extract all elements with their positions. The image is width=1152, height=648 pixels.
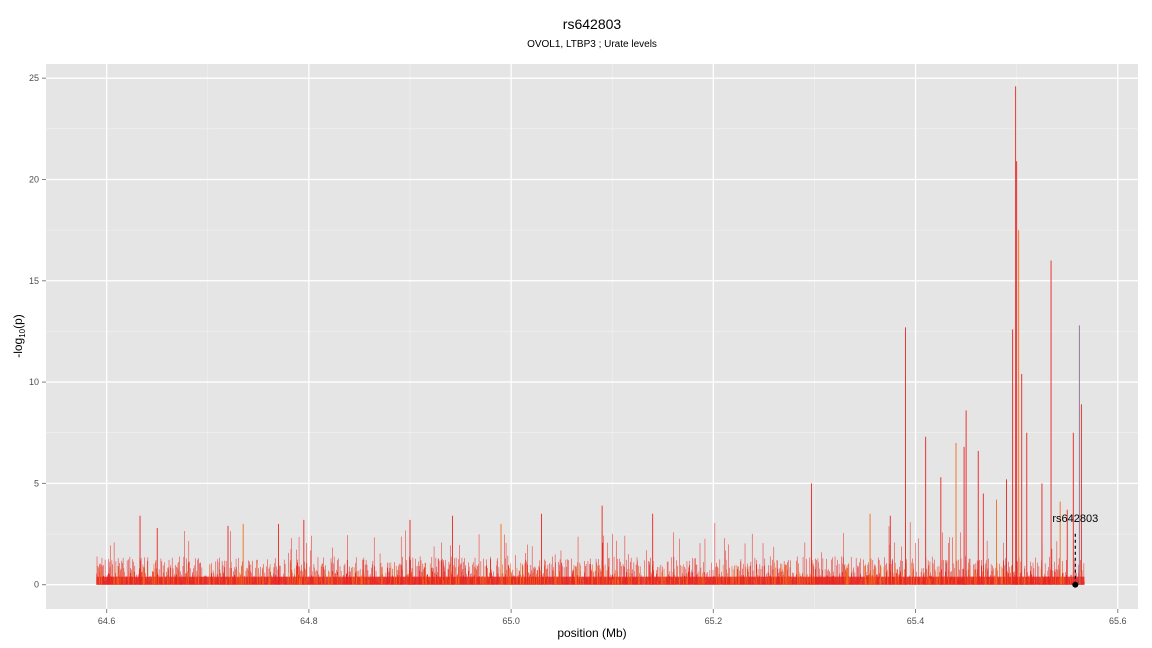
y-axis-title-paren: (p) [11, 314, 25, 329]
y-tick-label: 15 [29, 276, 39, 286]
x-tick-label: 64.6 [98, 616, 116, 626]
x-tick-label: 65.4 [907, 616, 925, 626]
x-tick-label: 64.8 [300, 616, 318, 626]
y-tick-label: 10 [29, 377, 39, 387]
signal-secondary-segments [99, 562, 1081, 585]
lead-snp-annotation: rs642803 [1052, 513, 1098, 588]
plot-panel [46, 64, 1138, 609]
x-axis-ticks: 64.6 64.8 65.0 65.2 65.4 65.6 [98, 609, 1127, 626]
y-axis-title: -log10(p) [11, 314, 27, 358]
x-tick-label: 65.6 [1109, 616, 1127, 626]
y-tick-label: 0 [34, 580, 39, 590]
y-tick-label: 25 [29, 73, 39, 83]
x-tick-label: 65.2 [705, 616, 723, 626]
chart-title: rs642803 [563, 16, 622, 32]
y-axis-title-main: -log [11, 338, 25, 358]
y-tick-label: 5 [34, 478, 39, 488]
y-axis-ticks: 0 5 10 15 20 25 [29, 73, 46, 590]
association-signal [96, 86, 1085, 585]
lead-snp-label: rs642803 [1052, 513, 1098, 525]
lead-snp-point [1072, 581, 1079, 588]
x-tick-label: 65.0 [502, 616, 520, 626]
chart-subtitle: OVOL1, LTBP3 ; Urate levels [527, 39, 657, 50]
y-axis-title-subscript: 10 [18, 328, 27, 337]
y-tick-label: 20 [29, 174, 39, 184]
x-axis-title: position (Mb) [557, 626, 626, 640]
